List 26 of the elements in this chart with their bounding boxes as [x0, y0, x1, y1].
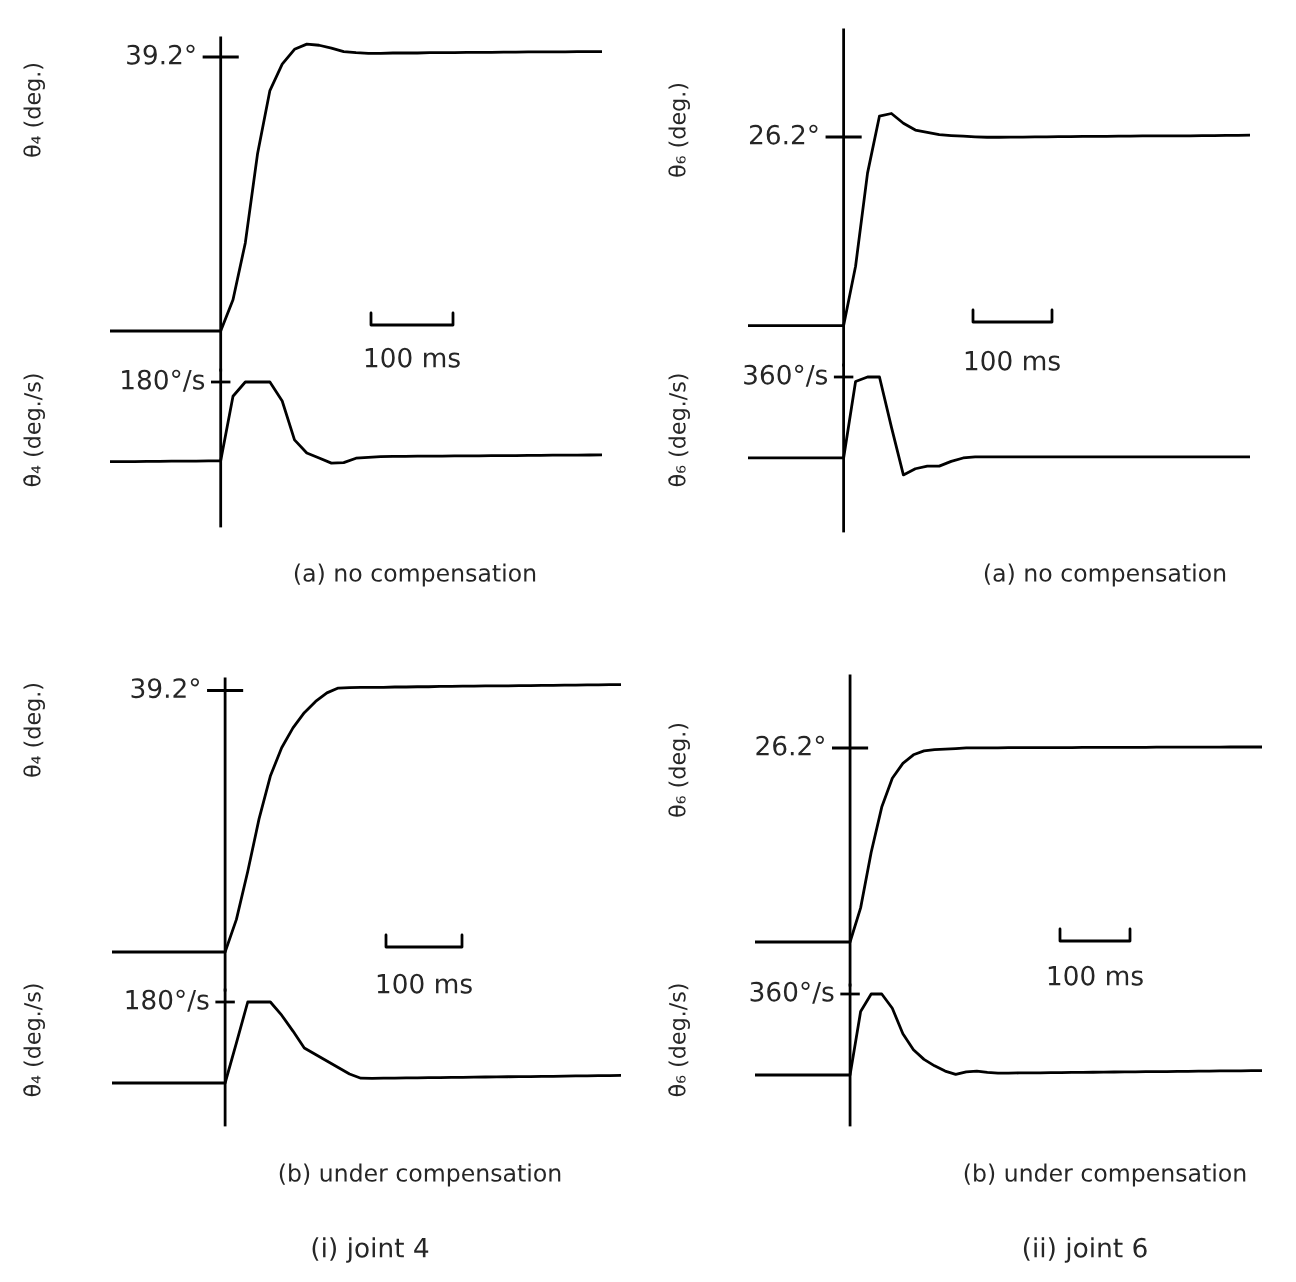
y-axis-title: θ̇₆ (deg./s) — [668, 984, 690, 1097]
text: 100 ms — [1048, 965, 1143, 986]
text: 100 ms — [365, 347, 460, 368]
y-axis-title: θ̇₆ (deg./s) — [668, 374, 690, 487]
text: (b) under compensation — [964, 1163, 1246, 1187]
y-axis-title: θ₄ (deg.) — [23, 683, 45, 777]
y-axis-title: θ₆ (deg.) — [668, 83, 690, 177]
annotation: 360°/s — [744, 364, 828, 387]
annotation: 180°/s — [126, 989, 209, 1012]
y-axis-title: θ̇₄ (deg./s) — [23, 374, 45, 487]
text: (a) no compensation — [984, 563, 1226, 587]
annotation: 360°/s — [750, 981, 834, 1004]
annotation: 26.2° — [749, 124, 818, 145]
text: 100 ms — [377, 973, 472, 994]
annotation: 39.2° — [131, 678, 199, 699]
text: (i) joint 4 — [312, 1237, 429, 1263]
y-axis-title: θ₆ (deg.) — [668, 723, 690, 817]
annotation: 39.2° — [127, 44, 195, 65]
text: (b) under compensation — [279, 1163, 561, 1187]
y-axis-title: θ̇₄ (deg./s) — [23, 984, 45, 1097]
annotation: 26.2° — [756, 735, 824, 756]
y-axis-title: θ₄ (deg.) — [23, 63, 45, 157]
annotation: 180°/s — [122, 369, 205, 392]
text: 100 ms — [965, 350, 1060, 371]
text: (ii) joint 6 — [1023, 1237, 1147, 1263]
text: (a) no compensation — [294, 563, 536, 587]
